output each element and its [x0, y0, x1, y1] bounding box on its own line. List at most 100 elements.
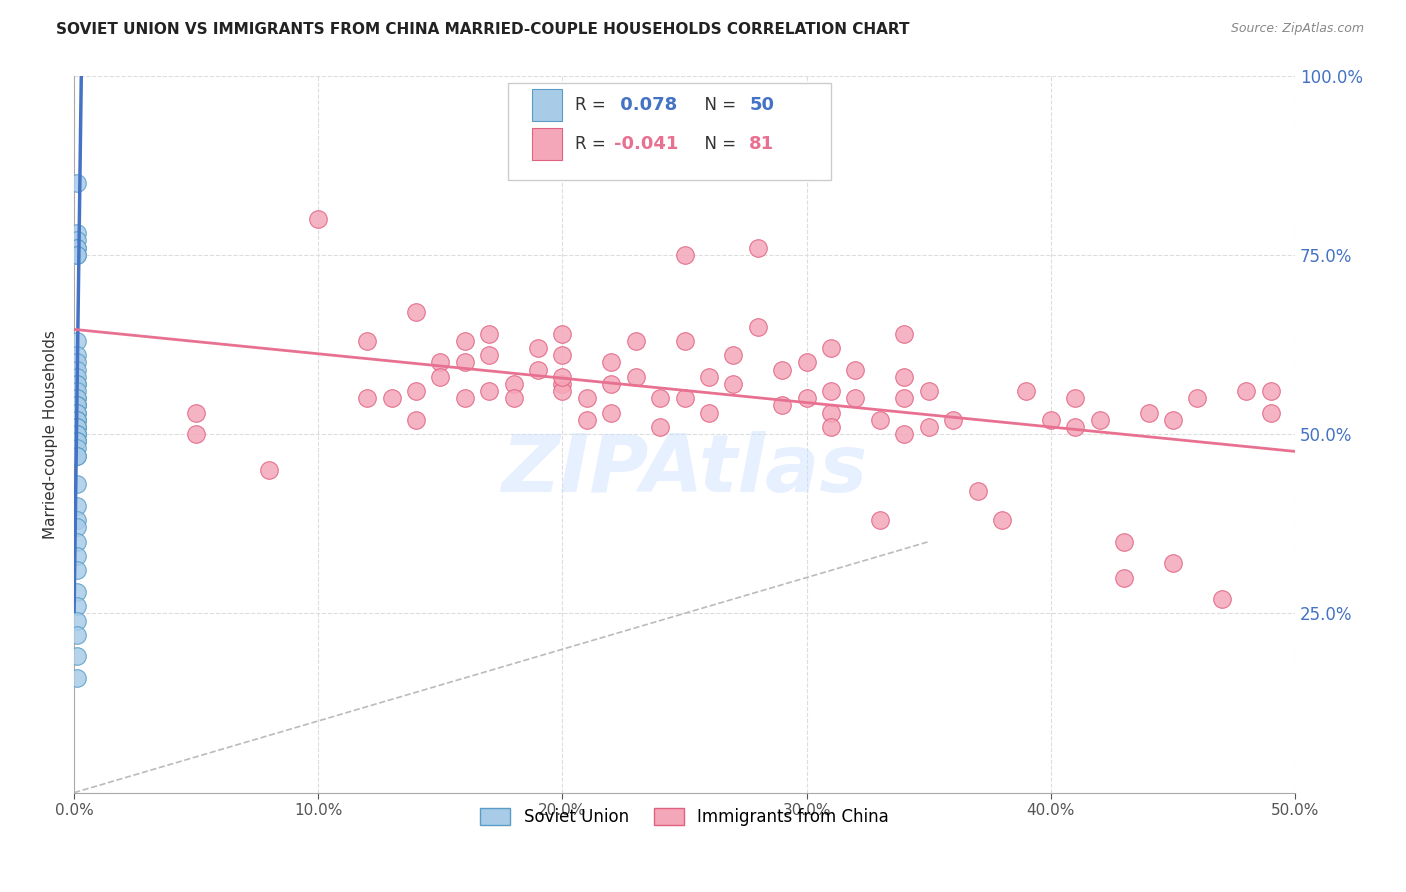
Point	[259, 463, 281, 477]
FancyBboxPatch shape	[531, 128, 562, 160]
Point	[65, 376, 87, 391]
Point	[65, 513, 87, 527]
Point	[600, 406, 623, 420]
Point	[65, 585, 87, 599]
Point	[65, 434, 87, 449]
Point	[893, 427, 915, 442]
Point	[65, 362, 87, 376]
Point	[65, 427, 87, 442]
Point	[454, 334, 477, 348]
Point	[65, 176, 87, 190]
Point	[844, 362, 866, 376]
Text: N =: N =	[695, 135, 742, 153]
Text: 50: 50	[749, 96, 775, 114]
Point	[624, 369, 647, 384]
Point	[478, 384, 501, 398]
Point	[770, 398, 793, 412]
Point	[380, 391, 402, 405]
Point	[65, 427, 87, 442]
FancyBboxPatch shape	[531, 89, 562, 121]
Text: R =: R =	[575, 135, 610, 153]
Point	[65, 420, 87, 434]
Point	[65, 413, 87, 427]
Point	[1088, 413, 1111, 427]
Point	[747, 319, 769, 334]
Point	[1064, 391, 1087, 405]
Point	[918, 420, 941, 434]
Point	[65, 241, 87, 255]
Point	[1260, 406, 1282, 420]
Point	[575, 391, 598, 405]
Point	[697, 406, 720, 420]
Point	[478, 326, 501, 341]
Point	[796, 355, 818, 369]
Point	[186, 406, 208, 420]
Point	[405, 305, 427, 319]
Point	[429, 369, 451, 384]
Point	[65, 477, 87, 491]
Point	[1211, 592, 1233, 607]
Point	[65, 420, 87, 434]
Point	[869, 513, 891, 527]
Point	[65, 434, 87, 449]
Point	[600, 376, 623, 391]
Point	[186, 427, 208, 442]
Point	[502, 391, 524, 405]
Point	[1260, 384, 1282, 398]
Point	[650, 420, 672, 434]
Point	[697, 369, 720, 384]
Point	[1161, 413, 1184, 427]
Point	[918, 384, 941, 398]
Point	[65, 413, 87, 427]
Point	[65, 334, 87, 348]
Point	[65, 391, 87, 405]
Point	[551, 376, 574, 391]
Point	[65, 406, 87, 420]
Point	[575, 413, 598, 427]
Text: R =: R =	[575, 96, 610, 114]
Point	[624, 334, 647, 348]
Text: ZIPAtlas: ZIPAtlas	[502, 431, 868, 509]
Point	[65, 420, 87, 434]
Point	[405, 384, 427, 398]
Point	[966, 484, 988, 499]
Point	[893, 369, 915, 384]
Point	[65, 241, 87, 255]
Point	[307, 211, 329, 226]
Point	[65, 499, 87, 513]
Text: SOVIET UNION VS IMMIGRANTS FROM CHINA MARRIED-COUPLE HOUSEHOLDS CORRELATION CHAR: SOVIET UNION VS IMMIGRANTS FROM CHINA MA…	[56, 22, 910, 37]
Point	[65, 384, 87, 398]
Point	[65, 449, 87, 463]
Point	[65, 355, 87, 369]
Point	[650, 391, 672, 405]
Point	[65, 391, 87, 405]
Point	[65, 248, 87, 262]
Point	[356, 334, 378, 348]
Point	[747, 241, 769, 255]
Point	[65, 413, 87, 427]
Point	[65, 348, 87, 362]
Point	[65, 628, 87, 642]
Point	[1234, 384, 1257, 398]
Text: N =: N =	[695, 96, 742, 114]
Point	[796, 391, 818, 405]
Point	[65, 599, 87, 614]
Point	[942, 413, 965, 427]
Point	[65, 427, 87, 442]
Point	[502, 376, 524, 391]
Point	[673, 391, 696, 405]
Point	[600, 355, 623, 369]
Point	[478, 348, 501, 362]
Point	[65, 227, 87, 241]
Point	[893, 391, 915, 405]
Point	[65, 671, 87, 685]
Point	[551, 384, 574, 398]
Point	[551, 369, 574, 384]
Point	[65, 649, 87, 664]
Point	[893, 326, 915, 341]
Point	[65, 449, 87, 463]
Point	[1112, 570, 1135, 584]
Point	[820, 341, 842, 355]
Point	[65, 549, 87, 563]
Point	[65, 234, 87, 248]
